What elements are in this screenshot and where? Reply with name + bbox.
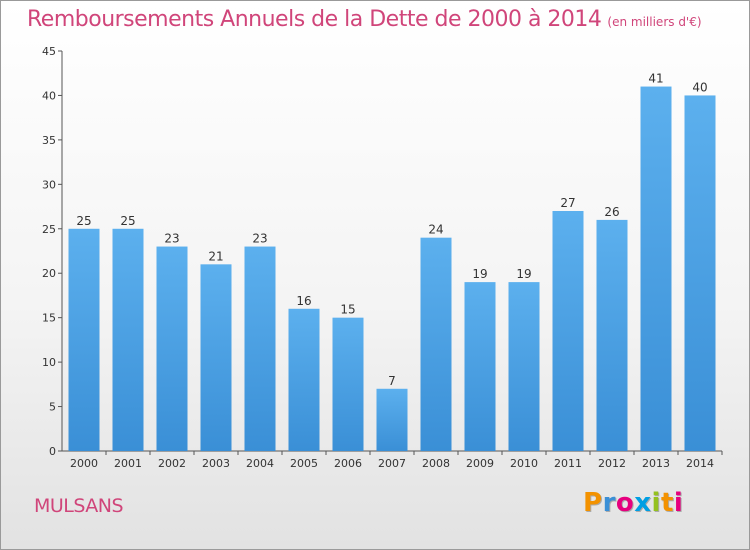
chart-subtitle: (en milliers d'€) — [607, 15, 702, 29]
bar — [68, 228, 100, 451]
bar — [596, 219, 628, 451]
bar-value-label: 7 — [388, 374, 396, 388]
bar-value-label: 26 — [604, 205, 619, 219]
bar — [684, 95, 716, 451]
bar-value-label: 15 — [340, 303, 355, 317]
bar-value-label: 24 — [428, 223, 443, 237]
bar — [508, 282, 540, 451]
x-tick-label: 2014 — [686, 457, 714, 470]
x-tick-label: 2010 — [510, 457, 538, 470]
bar — [376, 388, 408, 451]
y-tick-label: 20 — [42, 267, 56, 280]
x-tick-label: 2008 — [422, 457, 450, 470]
y-tick-label: 35 — [42, 134, 56, 147]
brand-logo: Proxiti — [583, 488, 683, 518]
bar-value-label: 21 — [208, 249, 223, 263]
bar — [552, 211, 584, 451]
bar-value-label: 41 — [648, 72, 663, 86]
y-tick-label: 45 — [42, 45, 56, 58]
bar — [464, 282, 496, 451]
bar — [640, 86, 672, 452]
y-tick-label: 25 — [42, 223, 56, 236]
bar — [156, 246, 188, 451]
x-tick-label: 2013 — [642, 457, 670, 470]
bar-value-label: 23 — [164, 232, 179, 246]
y-tick-label: 10 — [42, 356, 56, 369]
brand-letter: t — [660, 488, 674, 518]
x-tick-label: 2000 — [70, 457, 98, 470]
bar-value-label: 25 — [120, 214, 135, 228]
x-tick-label: 2001 — [114, 457, 142, 470]
y-tick-label: 0 — [49, 445, 56, 458]
brand-letter: r — [602, 488, 616, 518]
bar-value-label: 40 — [692, 80, 707, 94]
chart-title-text: Remboursements Annuels de la Dette de 20… — [27, 7, 602, 32]
y-tick-label: 30 — [42, 178, 56, 191]
brand-letter: P — [583, 488, 603, 518]
bar-value-label: 19 — [472, 267, 487, 281]
place-name: MULSANS — [34, 495, 124, 517]
x-tick-label: 2009 — [466, 457, 494, 470]
x-tick-label: 2005 — [290, 457, 318, 470]
bar-value-label: 27 — [560, 196, 575, 210]
x-tick-label: 2011 — [554, 457, 582, 470]
bar — [420, 237, 452, 451]
brand-letter: i — [651, 488, 661, 518]
brand-letter: x — [634, 488, 652, 518]
bar — [200, 264, 232, 451]
x-tick-label: 2003 — [202, 457, 230, 470]
chart-title: Remboursements Annuels de la Dette de 20… — [27, 7, 702, 32]
brand-letter: o — [615, 488, 635, 518]
bar — [244, 246, 276, 451]
y-tick-label: 5 — [49, 401, 56, 414]
bar — [288, 308, 320, 451]
y-tick-label: 15 — [42, 312, 56, 325]
bar-value-label: 23 — [252, 232, 267, 246]
bar — [112, 228, 144, 451]
x-tick-label: 2007 — [378, 457, 406, 470]
bar — [332, 317, 364, 451]
brand-letter: i — [673, 488, 684, 518]
y-tick-label: 40 — [42, 89, 56, 102]
x-tick-label: 2002 — [158, 457, 186, 470]
bar-value-label: 25 — [76, 214, 91, 228]
x-tick-label: 2004 — [246, 457, 274, 470]
bar-value-label: 16 — [296, 294, 311, 308]
x-tick-label: 2012 — [598, 457, 626, 470]
bar-value-label: 19 — [516, 267, 531, 281]
x-tick-label: 2006 — [334, 457, 362, 470]
